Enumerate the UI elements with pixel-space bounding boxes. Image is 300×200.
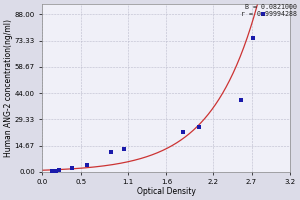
Text: B = 0.0821000
r = 0.99994288: B = 0.0821000 r = 0.99994288 — [241, 4, 297, 17]
Point — [53, 169, 58, 172]
Point — [261, 13, 266, 16]
Point — [85, 164, 90, 167]
Point — [108, 150, 113, 153]
Point — [181, 130, 186, 133]
X-axis label: Optical Density: Optical Density — [137, 187, 196, 196]
Point — [57, 168, 62, 171]
Y-axis label: Human ANG-2 concentration(ng/ml): Human ANG-2 concentration(ng/ml) — [4, 19, 13, 157]
Point — [196, 126, 201, 129]
Point — [70, 167, 74, 170]
Point — [251, 36, 256, 39]
Point — [122, 148, 126, 151]
Point — [239, 99, 244, 102]
Point — [49, 170, 54, 173]
